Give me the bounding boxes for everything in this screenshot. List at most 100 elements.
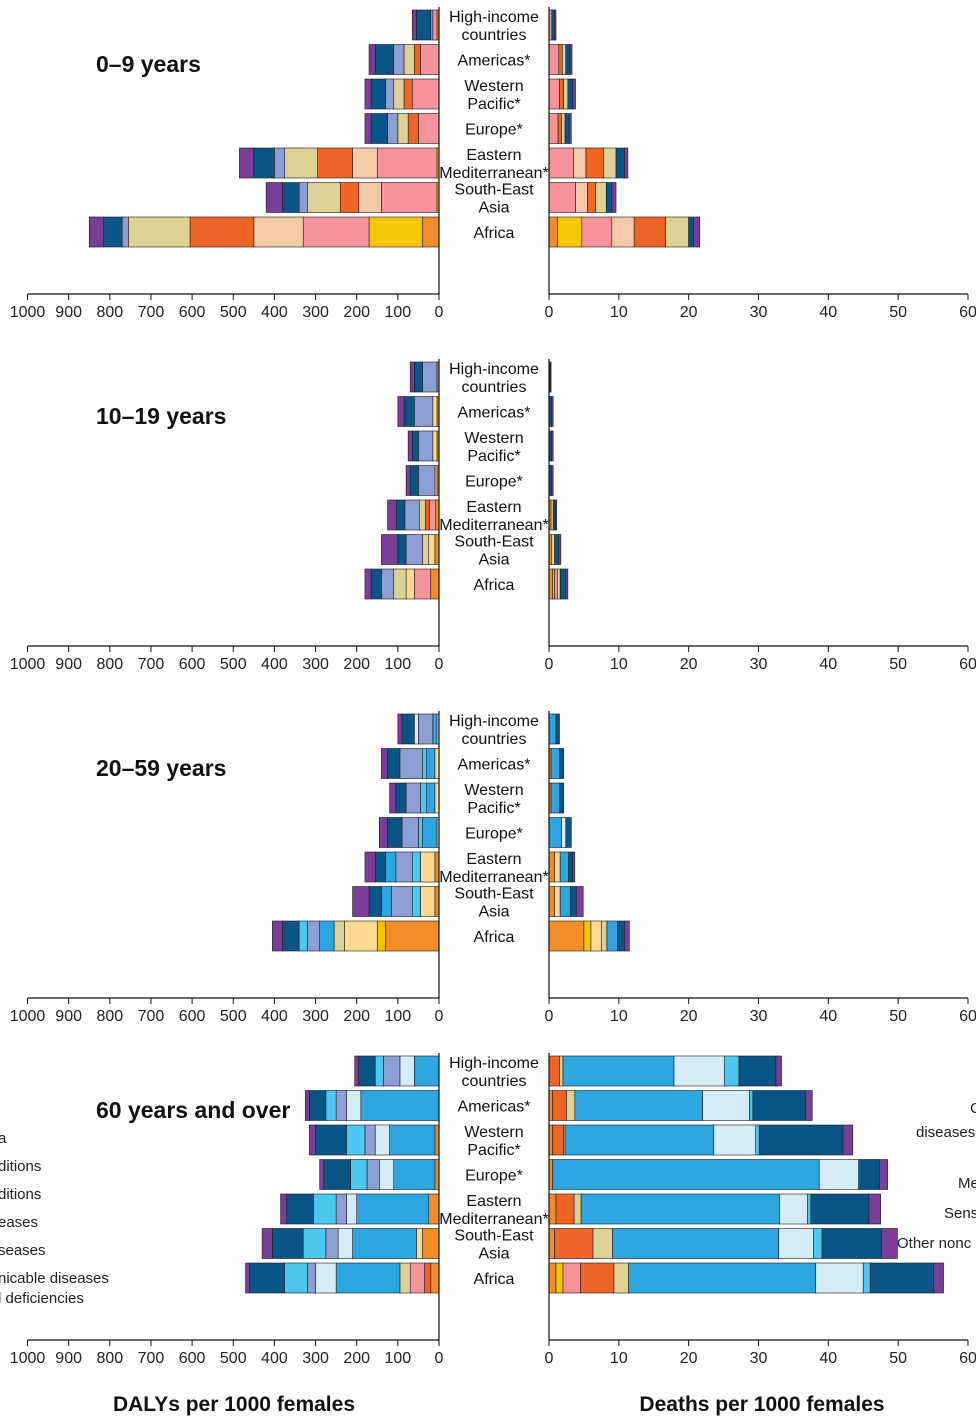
bar-segment-sense (358, 1055, 376, 1087)
bar-segment-sense (570, 886, 577, 917)
bar-segment-cardio (315, 1262, 337, 1294)
bar-segment-sense (564, 113, 570, 144)
bar-segment-cardio (414, 713, 419, 745)
region-label: countries (462, 379, 527, 396)
bar-segment-infectious (434, 1159, 440, 1190)
bar-segment-malignant (356, 1193, 430, 1225)
bar-segment-perinatal (555, 1193, 575, 1225)
bar-segment-nutritional (559, 1055, 564, 1087)
bar-segment-perinatal (424, 1262, 432, 1294)
legend-fragment: a (0, 1130, 7, 1147)
bar-segment-injuries (319, 1159, 325, 1190)
left-tick-label: 1000 (10, 1008, 46, 1025)
bar-segment-hiv (557, 216, 583, 248)
bar-segment-nutritional (601, 920, 608, 952)
left-tick-label: 1000 (10, 656, 46, 673)
left-legend-fragments: a ditions ditions eases seases nicable d… (0, 1130, 109, 1307)
bar-segment-mental (121, 216, 129, 248)
bar-segment-nutritional (592, 1228, 613, 1259)
bar-segment-respiratory (573, 147, 587, 179)
legend-fragment: ditions (0, 1186, 41, 1203)
bar-segment-respiratory (358, 182, 382, 213)
left-tick-label: 100 (384, 304, 411, 321)
region-label: South-East (454, 182, 534, 199)
bar-segment-malignant (574, 1090, 703, 1121)
bar-segment-injuries (364, 78, 372, 110)
bar-segment-diarrhoeal (548, 182, 576, 213)
bar-segment-nutritional (307, 182, 341, 213)
bar-segment-infectious (548, 886, 555, 917)
bar-segment-maternal (416, 1228, 423, 1259)
bar-segment-sense (282, 182, 300, 213)
bar-segment-injuries (280, 1193, 288, 1225)
bar-segment-diarrhoeal (414, 568, 432, 600)
bar-segment-injuries (407, 430, 413, 462)
bar-segment-sense (810, 1193, 870, 1225)
bar-segment-malignant (548, 713, 557, 745)
left-tick-label: 300 (302, 1350, 329, 1367)
region-label: Asia (478, 904, 509, 921)
bar-segment-mental (395, 851, 413, 883)
bar-segment-mental (366, 1159, 380, 1190)
region-label: Eastern (466, 1193, 521, 1210)
bar-segment-infectious (422, 216, 440, 248)
bar-segment-maternal (554, 851, 561, 883)
bar-segment-diarrhoeal (418, 113, 440, 144)
bar-segment-injuries (558, 534, 562, 565)
bar-segment-sense (869, 1262, 935, 1294)
bar-segment-diarrhoeal (548, 78, 560, 110)
bar-segment-malignant (628, 1262, 817, 1294)
left-tick-label: 0 (435, 1008, 444, 1025)
region-label: High-income (449, 713, 539, 730)
region-label: High-income (449, 9, 539, 26)
left-tick-label: 900 (55, 1350, 82, 1367)
left-tick-label: 300 (302, 1008, 329, 1025)
bar-segment-injuries (272, 920, 283, 952)
right-tick-label: 10 (610, 1008, 628, 1025)
left-tick-label: 900 (55, 1008, 82, 1025)
bar-segment-diarrhoeal (420, 44, 440, 75)
bar-segment-sense (414, 361, 423, 393)
bar-segment-otherncd (807, 1193, 812, 1225)
bar-segment-respiratory (611, 216, 635, 248)
bar-segment-injuries (379, 817, 388, 848)
bar-segment-sense (309, 1090, 327, 1121)
bar-segment-sense (103, 216, 123, 248)
bar-segment-injuries (261, 1228, 273, 1259)
bar-segment-injuries (354, 1055, 360, 1087)
left-tick-label: 700 (138, 656, 165, 673)
region-label: Pacific* (467, 800, 520, 817)
bar-segment-sense (559, 568, 567, 600)
bar-segment-infectious (434, 886, 440, 917)
left-tick-label: 600 (179, 304, 206, 321)
bar-segment-perinatal (189, 216, 255, 248)
bar-segment-mental (298, 182, 308, 213)
legend-fragment: l deficiencies (0, 1290, 84, 1307)
right-tick-label: 0 (545, 656, 554, 673)
bar-segment-sense (409, 465, 419, 496)
region-label: South-East (454, 1228, 534, 1245)
bar-segment-injuries (775, 1055, 782, 1087)
region-label: High-income (449, 1055, 539, 1072)
bar-segment-sense (370, 113, 388, 144)
bar-segment-nutritional (403, 44, 415, 75)
bar-segment-diarrhoeal (562, 1262, 581, 1294)
bar-segment-sense (411, 430, 419, 462)
bar-segment-nutritional (595, 182, 607, 213)
bar-segment-cardio (337, 1228, 353, 1259)
bar-segment-diarrhoeal (409, 1262, 425, 1294)
bar-segment-mental (381, 568, 395, 600)
region-label: Western (464, 430, 523, 447)
bar-segment-mental (404, 499, 420, 531)
bar-segment-otherncd (418, 817, 423, 848)
bar-segment-sense (821, 1228, 882, 1259)
bar-segment-malignant (381, 886, 392, 917)
bar-segment-injuries (239, 147, 255, 179)
bar-segment-injuries (933, 1262, 944, 1294)
left-tick-label: 700 (138, 1350, 165, 1367)
region-label: South-East (454, 886, 534, 903)
bar-segment-mental (422, 361, 438, 393)
region-label: Americas* (458, 757, 531, 774)
panel-title: 60 years and over (96, 1097, 290, 1123)
